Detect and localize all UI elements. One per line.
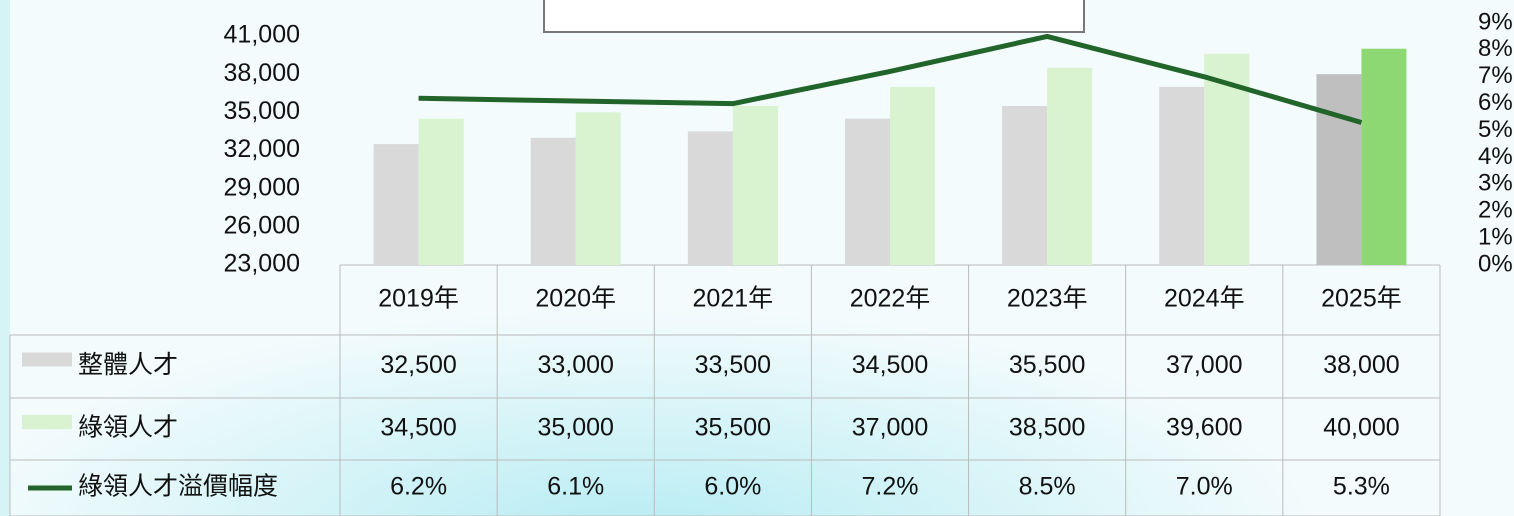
table-cell: 6.0% (704, 473, 761, 501)
bar (732, 105, 778, 265)
bar (1159, 86, 1205, 265)
x-tick-label: 2019年 (378, 285, 459, 313)
x-tick-label: 2020年 (535, 285, 616, 313)
table-cell: 38,500 (1009, 414, 1085, 442)
y-tick-label: 29,000 (224, 173, 300, 201)
table-cell: 34,500 (380, 414, 456, 442)
bar (1047, 67, 1093, 265)
table-cell: 6.2% (390, 473, 447, 501)
y-tick-label: 23,000 (224, 250, 300, 278)
table-cell: 32,500 (380, 351, 456, 379)
legend-label: 綠領人才溢價幅度 (78, 473, 278, 501)
legend-label: 整體人才 (78, 351, 178, 379)
table-cell: 40,000 (1323, 414, 1399, 442)
x-tick-label: 2022年 (850, 285, 931, 313)
table-cell: 7.0% (1176, 473, 1233, 501)
bar (687, 131, 733, 265)
bar (1002, 105, 1048, 265)
line (418, 33, 1363, 125)
table-cell: 8.5% (1019, 473, 1076, 501)
x-tick-label: 2023年 (1007, 285, 1088, 313)
table-cell: 37,000 (1166, 351, 1242, 379)
x-tick-label: 2024年 (1164, 285, 1245, 313)
bar (1316, 74, 1362, 266)
y-tick-label: 38,000 (224, 59, 300, 87)
table-cell: 35,000 (537, 414, 613, 442)
bar (1361, 48, 1407, 265)
x-tick-label: 2025年 (1321, 285, 1402, 313)
table-cell: 37,000 (852, 414, 928, 442)
legend-swatch (22, 352, 72, 367)
y-tick-label: 32,000 (224, 135, 300, 163)
table-cell: 35,500 (695, 414, 771, 442)
bar (845, 118, 890, 265)
table-cell: 5.3% (1333, 473, 1390, 501)
y2-tick-label: 4% (1478, 143, 1513, 170)
table-cell: 7.2% (862, 473, 919, 501)
legend-swatch (22, 415, 72, 429)
y-tick-label: 26,000 (224, 211, 300, 239)
title-box (543, 0, 1085, 33)
y2-tick-label: 7% (1478, 62, 1513, 89)
bar (890, 86, 935, 265)
bar (418, 118, 464, 265)
x-tick-label: 2021年 (693, 285, 774, 313)
legend-label: 綠領人才 (78, 414, 178, 442)
table-cell: 35,500 (1009, 351, 1085, 379)
y2-tick-label: 2% (1478, 197, 1513, 224)
table-cell: 6.1% (547, 473, 604, 501)
y2-tick-label: 8% (1478, 35, 1513, 62)
y2-tick-label: 5% (1478, 116, 1513, 143)
y-tick-label: 35,000 (224, 97, 300, 125)
bar (575, 112, 621, 265)
table-cell: 39,600 (1166, 414, 1242, 442)
table-cell: 34,500 (852, 351, 928, 379)
table-cell: 33,500 (695, 351, 771, 379)
y2-tick-label: 1% (1478, 223, 1513, 250)
y2-tick-label: 6% (1478, 89, 1513, 116)
bar (373, 144, 419, 265)
y2-tick-label: 9% (1478, 8, 1513, 35)
side-strip (0, 0, 10, 516)
bar (530, 137, 576, 265)
table-cell: 38,000 (1323, 351, 1399, 379)
y2-tick-label: 3% (1478, 170, 1513, 197)
y-tick-label: 41,000 (224, 21, 300, 49)
y2-tick-label: 0% (1478, 250, 1513, 277)
table-cell: 33,000 (537, 351, 613, 379)
